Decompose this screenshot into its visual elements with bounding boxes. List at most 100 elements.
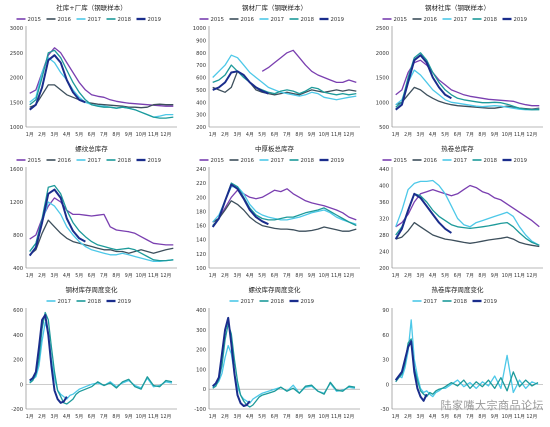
legend-label: 2017 [88, 158, 101, 164]
y-tick-label: 600 [13, 308, 23, 314]
x-tick-label: 9月 [491, 132, 499, 138]
legend-label: 2016 [424, 158, 438, 164]
x-tick-label: 11月 [331, 132, 342, 138]
x-tick-label: 6月 [271, 414, 279, 420]
legend-item-2017: 2017 [260, 17, 284, 23]
y-tick-label: 400 [196, 308, 206, 314]
x-tick-label: 8月 [112, 132, 120, 138]
legend-label: 2015 [28, 17, 41, 23]
chart-title: 中厚板总库存 [255, 144, 295, 153]
y-tick-label: 240 [196, 167, 206, 173]
x-tick-label: 7月 [100, 132, 108, 138]
chart-title: 热卷总库存 [441, 144, 474, 153]
legend-label: 2015 [211, 17, 224, 23]
x-tick-label: 2月 [221, 273, 229, 279]
x-tick-label: 4月 [429, 132, 437, 138]
legend-item-2017: 2017 [77, 158, 101, 164]
legend-item-2015: 2015 [17, 17, 41, 23]
x-tick-label: 7月 [283, 414, 291, 420]
x-tick-label: 8月 [112, 414, 120, 420]
legend-item-2019: 2019 [107, 299, 131, 305]
y-tick-label: 900 [196, 38, 206, 44]
legend-label: 2016 [241, 158, 255, 164]
y-tick-label: 60 [382, 333, 389, 339]
legend-item-2016: 2016 [413, 17, 438, 23]
x-tick-label: 9月 [125, 273, 133, 279]
legend-label: 2016 [58, 17, 72, 23]
legend-item-2019: 2019 [503, 17, 527, 23]
legend-label: 2019 [301, 299, 314, 305]
y-tick-label: 400 [13, 333, 23, 339]
x-tick-label: 1月 [392, 273, 400, 279]
x-tick-label: 3月 [417, 414, 425, 420]
x-tick-label: 8月 [295, 414, 303, 420]
watermark: 陆家嘴大宗商品论坛 [441, 397, 545, 413]
legend-label: 2015 [394, 17, 407, 23]
series-line-2015 [262, 50, 356, 82]
series-line-2016 [396, 87, 540, 109]
x-tick-label: 9月 [491, 273, 499, 279]
x-tick-label: 12月 [526, 132, 537, 138]
x-tick-label: 9月 [308, 414, 316, 420]
legend-item-2017: 2017 [443, 158, 467, 164]
legend-label: 2017 [454, 158, 467, 164]
legend-label: 2018 [271, 299, 285, 305]
series-line-2017 [396, 70, 540, 110]
y-tick-label: 2000 [376, 51, 389, 57]
legend-label: 2019 [331, 158, 344, 164]
legend-label: 2017 [424, 299, 437, 305]
y-tick-label: 700 [196, 63, 206, 69]
x-tick-label: 10月 [502, 273, 513, 279]
series-line-2017 [213, 55, 357, 100]
legend-label: 2015 [28, 158, 41, 164]
y-tick-label: 280 [379, 233, 389, 239]
y-tick-label: 0 [386, 382, 389, 388]
legend-label: 2018 [454, 299, 468, 305]
series-line-2019 [396, 194, 452, 239]
x-tick-label: 9月 [308, 132, 316, 138]
y-tick-label: 1500 [376, 76, 389, 82]
legend-item-2019: 2019 [320, 158, 344, 164]
x-tick-label: 8月 [295, 273, 303, 279]
x-tick-label: 1月 [392, 414, 400, 420]
x-tick-label: 6月 [88, 273, 96, 279]
legend-label: 2017 [454, 17, 467, 23]
legend-item-2016: 2016 [230, 158, 255, 164]
x-tick-label: 3月 [234, 273, 242, 279]
y-tick-label: 1000 [376, 100, 389, 106]
x-tick-label: 10月 [136, 273, 147, 279]
x-tick-label: 3月 [234, 132, 242, 138]
x-tick-label: 7月 [283, 273, 291, 279]
legend-item-2018: 2018 [443, 299, 468, 305]
x-tick-label: 5月 [75, 273, 83, 279]
chart-title: 社库+厂库（钢联样本） [56, 3, 126, 12]
legend-item-2015: 2015 [200, 17, 224, 23]
x-tick-label: 3月 [417, 132, 425, 138]
y-tick-label: 300 [196, 113, 206, 119]
x-tick-label: 8月 [478, 132, 486, 138]
series-line-2016 [213, 71, 357, 95]
x-tick-label: 12月 [343, 273, 354, 279]
legend-item-2016: 2016 [47, 158, 72, 164]
legend-item-2019: 2019 [473, 299, 497, 305]
x-tick-label: 11月 [331, 414, 342, 420]
x-tick-label: 9月 [125, 132, 133, 138]
legend-item-2018: 2018 [473, 17, 498, 23]
y-tick-label: 160 [196, 224, 206, 230]
legend-label: 2017 [88, 17, 101, 23]
x-tick-label: 5月 [258, 132, 266, 138]
x-tick-label: 2月 [404, 132, 412, 138]
x-tick-label: 7月 [100, 273, 108, 279]
legend-label: 2019 [331, 17, 344, 23]
x-tick-label: 4月 [63, 414, 71, 420]
x-tick-label: 10月 [136, 414, 147, 420]
legend-label: 2016 [424, 17, 438, 23]
x-tick-label: 12月 [160, 414, 171, 420]
chart-title: 螺纹总库存 [75, 144, 108, 153]
y-tick-label: 200 [13, 358, 23, 364]
